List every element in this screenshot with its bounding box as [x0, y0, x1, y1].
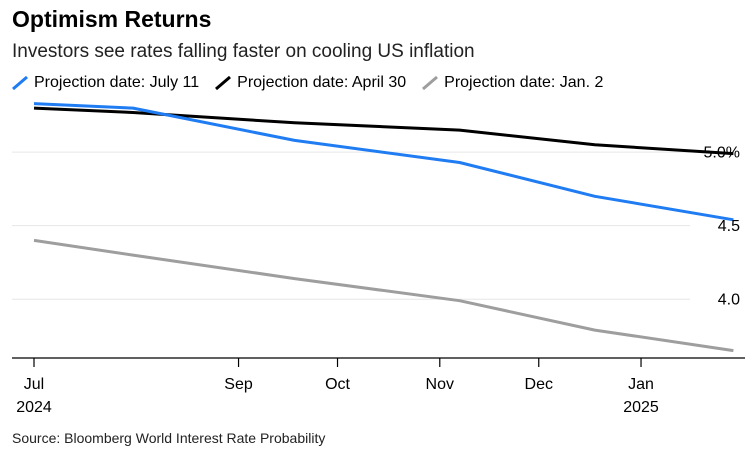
chart-title: Optimism Returns [12, 6, 212, 32]
series-lines [33, 102, 734, 353]
legend-label-july-11: Projection date: July 11 [34, 74, 200, 91]
y-tick-label: 4.5 [718, 218, 740, 235]
legend-item-april-30: Projection date: April 30 [215, 74, 406, 92]
x-tick-year-label: 2024 [16, 399, 52, 416]
legend-item-july-11: Projection date: July 11 [12, 74, 199, 92]
y-tick-label: 4.0 [718, 291, 740, 308]
legend-label-jan-2: Projection date: Jan. 2 [444, 74, 604, 91]
y-tick-label: 5.0% [704, 144, 740, 161]
legend-swatch-july-11 [12, 76, 28, 90]
x-tick-label: Jul [24, 376, 44, 393]
series-line-1 [33, 106, 734, 156]
legend-swatch-april-30 [215, 76, 232, 90]
gridlines [12, 151, 690, 300]
x-tick-label: Dec [525, 376, 553, 393]
x-tick-label: Jan [628, 376, 654, 393]
x-tick-label: Sep [224, 376, 253, 393]
x-tick-year-label: 2025 [623, 399, 659, 416]
y-axis-labels: 4.0 4.5 5.0% [704, 144, 741, 308]
series-line-0 [33, 102, 734, 222]
chart-subtitle: Investors see rates falling faster on co… [12, 41, 475, 62]
legend-item-jan-2: Projection date: Jan. 2 [422, 74, 603, 92]
legend-label-april-30: Projection date: April 30 [237, 74, 407, 91]
legend-swatch-jan-2 [422, 76, 439, 90]
series-line-2 [33, 238, 734, 353]
x-axis: Jul 2024 Sep Oct Nov Dec Jan 2025 [12, 357, 745, 416]
x-tick-label: Oct [325, 376, 350, 393]
legend: Projection date: July 11 Projection date… [12, 74, 603, 92]
x-tick-label: Nov [426, 376, 454, 393]
source-note: Source: Bloomberg World Interest Rate Pr… [12, 430, 326, 446]
